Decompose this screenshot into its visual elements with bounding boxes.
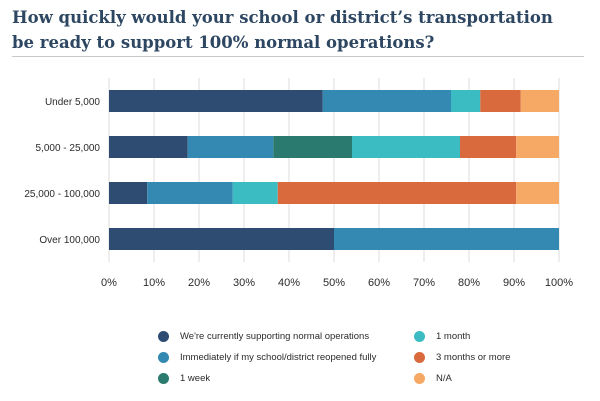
y-category-label: 5,000 - 25,000 [36,143,101,154]
y-category-label: 25,000 - 100,000 [24,189,100,200]
bar-25-000-100-000-na [516,182,559,204]
x-tick-label: 40% [278,277,300,289]
bar-5-000-25-000-normal [109,136,188,158]
bar-25-000-100-000-three_months [277,182,517,204]
bar-under-5-000-na [520,90,559,112]
title-divider [12,56,584,57]
x-tick-label: 30% [233,277,255,289]
legend-label-na: N/A [436,373,452,384]
bar-25-000-100-000-month [232,182,278,204]
legend-label-1-month: 1 month [436,331,471,342]
bar-under-5-000-month [451,90,481,112]
legend-swatch-1-week [158,373,169,384]
legend-item-normal: We're currently supporting normal operat… [158,331,369,342]
x-tick-label: 70% [413,277,435,289]
legend-item-3-months: 3 months or more [414,352,510,363]
bar-over-100-000-immediately [334,228,559,250]
x-tick-label: 10% [143,277,165,289]
legend-label-3-months: 3 months or more [436,352,511,363]
legend-item-immediately: Immediately if my school/district reopen… [158,352,376,363]
chart-title-line-1: How quickly would your school or distric… [12,8,553,27]
bar-25-000-100-000-normal [109,182,148,204]
x-tick-label: 80% [458,277,480,289]
legend-label-1-week: 1 week [180,373,211,384]
chart-title-line-2: be ready to support 100% normal operatio… [12,33,435,52]
bar-under-5-000-normal [109,90,323,112]
legend-swatch-normal [158,331,169,342]
legend-item-na: N/A [414,373,452,384]
bar-5-000-25-000-week [273,136,352,158]
bar-5-000-25-000-immediately [187,136,274,158]
chart-title: How quickly would your school or distric… [12,5,572,55]
legend-swatch-1-month [414,331,425,342]
bar-25-000-100-000-immediately [147,182,233,204]
legend-label-normal: We're currently supporting normal operat… [180,331,370,342]
bar-5-000-25-000-three_months [460,136,517,158]
x-tick-label: 0% [101,277,117,289]
x-tick-label: 60% [368,277,390,289]
legend-swatch-3-months [414,352,425,363]
bar-5-000-25-000-month [352,136,460,158]
legend-swatch-immediately [158,352,169,363]
bar-5-000-25-000-na [516,136,559,158]
y-category-label: Over 100,000 [39,235,100,246]
legend-item-1-week: 1 week [158,373,210,384]
legend-swatch-na [414,373,425,384]
bar-under-5-000-immediately [322,90,451,112]
x-tick-label: 20% [188,277,210,289]
bar-under-5-000-three_months [480,90,521,112]
y-category-label: Under 5,000 [45,97,100,108]
x-tick-label: 90% [503,277,525,289]
x-tick-label: 50% [323,277,345,289]
legend-item-1-month: 1 month [414,331,470,342]
x-tick-label: 100% [545,277,573,289]
bar-over-100-000-normal [109,228,334,250]
legend-label-immediately: Immediately if my school/district reopen… [180,352,377,363]
